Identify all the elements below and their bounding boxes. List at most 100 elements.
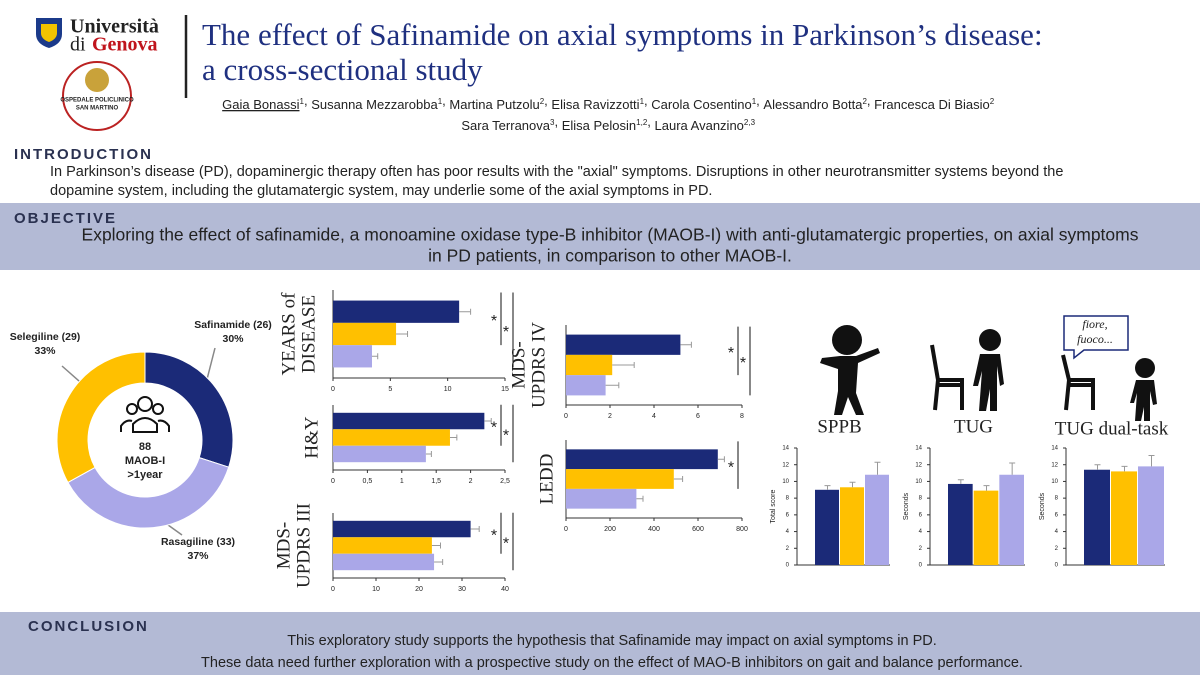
chart-title: DISEASE: [298, 295, 319, 373]
author-name: Sara Terranova: [461, 118, 550, 133]
section-heading: CONCLUSION: [28, 618, 149, 635]
y-tick-label: 6: [786, 512, 790, 518]
x-tick-label: 1,5: [431, 478, 441, 485]
error-bar: [449, 434, 458, 441]
poster-title: a cross-sectional study: [202, 52, 483, 87]
university-name: Genova: [92, 34, 158, 56]
author-separator: ,: [554, 114, 558, 129]
section-text: in PD patients, in comparison to other M…: [428, 246, 792, 266]
x-tick-label: 10: [372, 586, 380, 593]
chart-title: TUG: [954, 416, 993, 437]
y-axis-label: Total score: [770, 489, 777, 523]
y-tick-label: 12: [782, 462, 789, 468]
tug-dual-icon: [1061, 315, 1157, 421]
pie-slice: [67, 456, 230, 529]
author-affiliation: 2: [540, 97, 545, 106]
error-bar: [425, 450, 432, 457]
significance-star: *: [503, 536, 509, 553]
author-affiliation: 2: [862, 97, 867, 106]
author-space: [755, 114, 759, 129]
x-tick-label: 2,5: [500, 478, 510, 485]
university-name: Università: [70, 16, 159, 38]
bar: [566, 375, 606, 396]
error-bar: [874, 461, 881, 475]
error-bar: [824, 485, 831, 490]
y-tick-label: 6: [919, 512, 923, 518]
author-line: Gaia Bonassi1, Susanna Mezzarobba1, Mart…: [222, 93, 998, 112]
section-text: In Parkinson’s disease (PD), dopaminergi…: [50, 164, 1063, 180]
y-tick-label: 2: [919, 546, 923, 552]
bar: [973, 490, 999, 565]
slice-value-label: 37%: [187, 550, 209, 562]
y-axis-label: Seconds: [903, 492, 910, 520]
bar: [815, 489, 839, 565]
y-tick-label: 4: [1055, 529, 1059, 535]
bar: [333, 345, 372, 368]
chart-title: SPPB: [817, 416, 861, 437]
y-tick-label: 12: [915, 462, 922, 468]
author-affiliation: 2,3: [744, 118, 756, 127]
author-name: Alessandro Botta: [763, 97, 863, 112]
x-tick-label: 0: [564, 526, 568, 533]
author-affiliation: 1: [640, 97, 645, 106]
chart-title: MDS-: [273, 522, 294, 570]
error-bar: [983, 485, 990, 491]
x-tick-label: 600: [692, 526, 704, 533]
error-bar: [396, 331, 409, 337]
author-space: [994, 93, 998, 108]
conclusion-band: [0, 612, 1200, 675]
x-tick-label: 20: [415, 586, 423, 593]
x-tick-label: 200: [604, 526, 616, 533]
y-tick-label: 4: [919, 529, 923, 535]
x-tick-label: 2: [608, 413, 612, 420]
tug-icon: [930, 329, 1004, 411]
y-tick-label: 8: [1055, 496, 1059, 502]
university-logo: [36, 18, 62, 48]
bar: [333, 445, 426, 463]
error-bar: [1094, 464, 1101, 470]
bar: [1138, 466, 1164, 565]
significance-star: *: [740, 355, 746, 372]
significance-star: *: [491, 419, 497, 436]
objective-band: [0, 203, 1200, 270]
author-separator: ,: [304, 93, 308, 108]
x-tick-label: 1: [400, 478, 404, 485]
chart-title: UPDRS IV: [528, 322, 549, 408]
bar: [333, 553, 435, 571]
y-tick-label: 8: [786, 496, 790, 502]
author-affiliation: 1,2: [636, 118, 648, 127]
x-tick-label: 800: [736, 526, 748, 533]
section-text: This exploratory study supports the hypo…: [287, 633, 937, 649]
error-bar: [1009, 462, 1016, 475]
y-tick-label: 10: [782, 479, 789, 485]
bar: [566, 469, 674, 489]
significance-star: *: [728, 459, 734, 476]
author-name: Gaia Bonassi: [222, 97, 299, 112]
chart-title: LEDD: [536, 454, 557, 505]
author-separator: ,: [644, 93, 648, 108]
x-tick-label: 4: [652, 413, 656, 420]
y-tick-label: 10: [915, 479, 922, 485]
significance-star: *: [491, 313, 497, 330]
bar: [566, 334, 681, 355]
error-bar: [459, 308, 472, 315]
x-tick-label: 0: [331, 386, 335, 393]
pie-center-text: >1year: [127, 469, 163, 481]
x-tick-label: 30: [458, 586, 466, 593]
error-bar: [434, 558, 444, 565]
error-bar: [470, 526, 480, 533]
chart-title: YEARS of: [278, 292, 299, 376]
bar: [999, 474, 1024, 565]
author-line: Sara Terranova3, Elisa Pelosin1,2, Laura…: [461, 114, 758, 133]
author-name: Martina Putzolu: [449, 97, 539, 112]
bar: [333, 520, 471, 538]
x-tick-label: 0: [331, 586, 335, 593]
university-name: di: [70, 34, 86, 56]
significance-star: *: [491, 527, 497, 544]
x-tick-label: 0: [564, 413, 568, 420]
author-name: Laura Avanzino: [655, 118, 744, 133]
x-tick-label: 10: [444, 386, 452, 393]
y-tick-label: 2: [786, 546, 790, 552]
y-tick-label: 10: [1051, 479, 1058, 485]
